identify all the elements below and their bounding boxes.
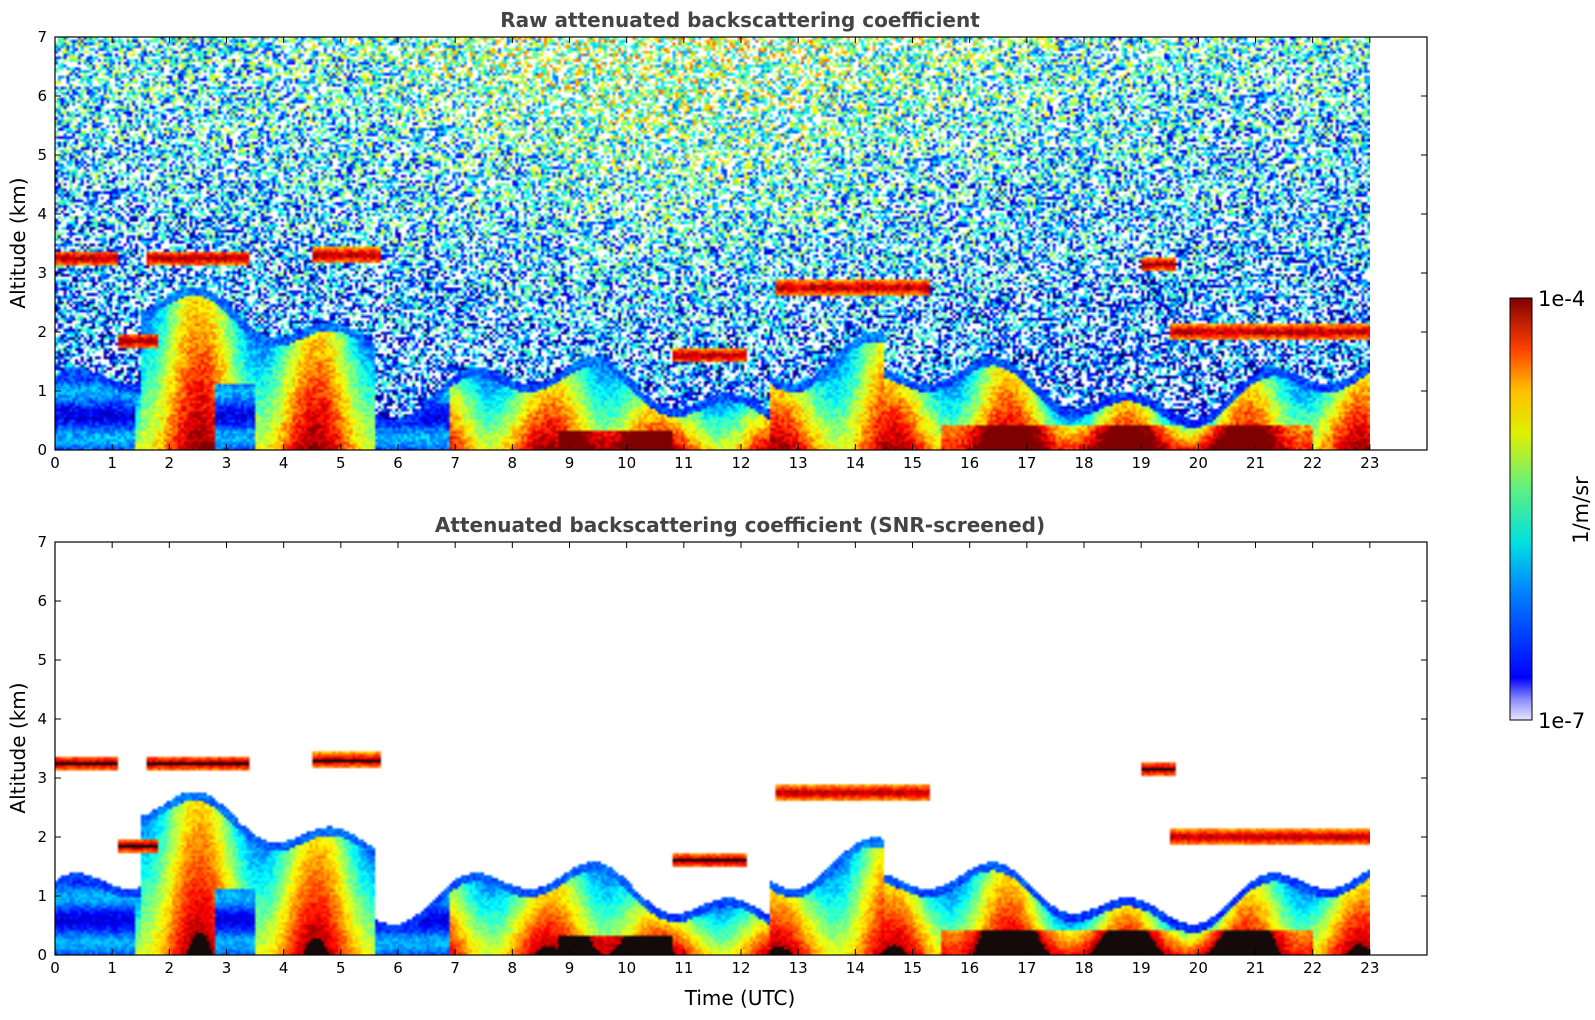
x-tick-label: 20 (1189, 454, 1208, 472)
x-tick-label: 12 (731, 454, 750, 472)
x-tick-label: 3 (222, 454, 232, 472)
x-tick-label: 0 (50, 454, 60, 472)
x-tick-label: 3 (222, 959, 232, 977)
y-tick-label: 3 (37, 769, 47, 787)
snr-screened-panel: Attenuated backscattering coefficient (S… (6, 513, 1428, 1010)
x-tick-label: 13 (789, 454, 808, 472)
x-tick-label: 18 (1074, 454, 1093, 472)
x-tick-label: 19 (1132, 454, 1151, 472)
y-axis-label: Altitude (km) (6, 177, 30, 308)
x-tick-label: 9 (565, 959, 575, 977)
panel-title: Raw attenuated backscattering coefficien… (500, 8, 980, 32)
y-tick-label: 1 (37, 887, 47, 905)
x-tick-label: 8 (508, 959, 518, 977)
x-tick-label: 17 (1017, 454, 1036, 472)
x-tick-label: 10 (617, 454, 636, 472)
x-tick-label: 4 (279, 959, 289, 977)
x-tick-label: 7 (450, 959, 460, 977)
x-tick-label: 5 (336, 959, 346, 977)
y-tick-label: 4 (37, 710, 47, 728)
y-tick-label: 5 (37, 146, 47, 164)
x-tick-label: 6 (393, 959, 403, 977)
x-tick-label: 2 (165, 959, 175, 977)
x-tick-label: 7 (450, 454, 460, 472)
x-tick-label: 19 (1132, 959, 1151, 977)
y-tick-label: 2 (37, 323, 47, 341)
axis-ticks: 0 1 2 3 4 5 6 7 8 9 10 11 12 13 14 15 16 17 18 19 20 21 22 2301… (37, 533, 1427, 977)
x-tick-label: 10 (617, 959, 636, 977)
x-tick-label: 16 (960, 454, 979, 472)
y-tick-label: 2 (37, 828, 47, 846)
x-axis-label: Time (UTC) (684, 986, 796, 1010)
x-tick-label: 22 (1303, 454, 1322, 472)
x-tick-label: 6 (393, 454, 403, 472)
x-tick-label: 16 (960, 959, 979, 977)
y-tick-label: 0 (37, 441, 47, 459)
y-tick-label: 1 (37, 382, 47, 400)
y-tick-label: 3 (37, 264, 47, 282)
y-tick-label: 5 (37, 651, 47, 669)
x-tick-label: 17 (1017, 959, 1036, 977)
x-tick-label: 1 (107, 454, 117, 472)
heatmap-image (55, 542, 1370, 955)
x-tick-label: 12 (731, 959, 750, 977)
y-axis-label: Altitude (km) (6, 682, 30, 813)
x-tick-label: 2 (165, 454, 175, 472)
y-tick-label: 0 (37, 946, 47, 964)
x-tick-label: 0 (50, 959, 60, 977)
axis-ticks: 0 1 2 3 4 5 6 7 8 9 10 11 12 13 14 15 16 17 18 19 20 21 22 2301… (37, 28, 1427, 472)
panel-title: Attenuated backscattering coefficient (S… (435, 513, 1045, 537)
x-tick-label: 5 (336, 454, 346, 472)
x-tick-label: 4 (279, 454, 289, 472)
y-tick-label: 7 (37, 28, 47, 46)
y-tick-label: 6 (37, 592, 47, 610)
x-tick-label: 8 (508, 454, 518, 472)
x-tick-label: 23 (1360, 454, 1379, 472)
x-tick-label: 1 (107, 959, 117, 977)
colorbar: 1e-4 1e-7 1/m/sr (1509, 287, 1593, 733)
raw-backscatter-panel: Raw attenuated backscattering coefficien… (6, 8, 1428, 472)
x-tick-label: 14 (846, 454, 865, 472)
x-tick-label: 15 (903, 959, 922, 977)
x-tick-label: 14 (846, 959, 865, 977)
x-tick-label: 20 (1189, 959, 1208, 977)
colorbar-min-label: 1e-7 (1538, 709, 1585, 733)
x-tick-label: 11 (674, 454, 693, 472)
x-tick-label: 18 (1074, 959, 1093, 977)
x-tick-label: 11 (674, 959, 693, 977)
heatmap-image (55, 37, 1370, 450)
colorbar-unit-label: 1/m/sr (1569, 476, 1593, 544)
x-tick-label: 9 (565, 454, 575, 472)
y-tick-label: 7 (37, 533, 47, 551)
x-tick-label: 15 (903, 454, 922, 472)
x-tick-label: 13 (789, 959, 808, 977)
y-tick-label: 6 (37, 87, 47, 105)
colorbar-max-label: 1e-4 (1538, 287, 1585, 311)
x-tick-label: 21 (1246, 959, 1265, 977)
y-tick-label: 4 (37, 205, 47, 223)
x-tick-label: 22 (1303, 959, 1322, 977)
x-tick-label: 21 (1246, 454, 1265, 472)
x-tick-label: 23 (1360, 959, 1379, 977)
colorbar-gradient (1509, 297, 1533, 721)
